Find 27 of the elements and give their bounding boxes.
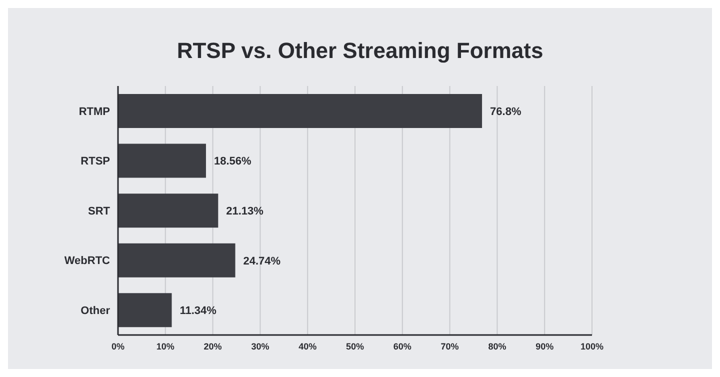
bar <box>118 94 482 128</box>
data-label: 24.74% <box>243 255 281 268</box>
x-tick-label: 80% <box>488 341 506 352</box>
x-tick-label: 40% <box>298 341 317 352</box>
x-tick-label: 10% <box>156 341 174 352</box>
x-tick-label: 30% <box>251 341 270 352</box>
y-tick-label: Other <box>80 305 111 318</box>
x-tick-label: 0% <box>111 341 125 352</box>
x-tick-label: 20% <box>204 341 222 352</box>
bar <box>118 144 206 178</box>
x-tick-label: 70% <box>440 341 459 352</box>
bar <box>118 194 218 228</box>
y-tick-label: SRT <box>88 205 110 218</box>
x-tick-label: 60% <box>393 341 412 352</box>
data-label: 18.56% <box>214 156 252 168</box>
y-tick-label: RTSP <box>80 156 110 168</box>
y-tick-label: RTMP <box>78 106 110 118</box>
bar <box>118 293 172 328</box>
chart-title: RTSP vs. Other Streaming Formats <box>176 37 544 65</box>
bar <box>118 243 236 278</box>
data-label: 11.34% <box>180 305 217 318</box>
x-tick-label: 50% <box>346 341 364 352</box>
data-label: 21.13% <box>226 205 264 218</box>
data-label: 76.8% <box>490 106 522 118</box>
x-tick-label: 100% <box>580 341 604 352</box>
y-tick-label: WebRTC <box>64 255 110 268</box>
x-tick-label: 90% <box>536 341 554 352</box>
